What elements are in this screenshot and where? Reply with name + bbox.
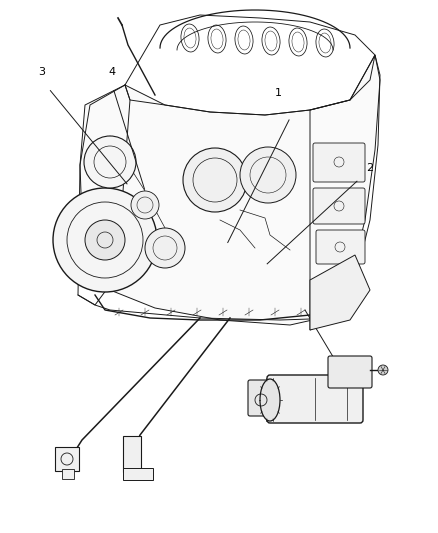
Circle shape <box>378 365 388 375</box>
FancyBboxPatch shape <box>328 356 372 388</box>
Text: 1: 1 <box>275 88 282 98</box>
Polygon shape <box>80 55 380 325</box>
Circle shape <box>240 147 296 203</box>
FancyBboxPatch shape <box>313 188 365 224</box>
FancyBboxPatch shape <box>123 436 141 472</box>
Circle shape <box>53 188 157 292</box>
Circle shape <box>85 220 125 260</box>
FancyBboxPatch shape <box>62 469 74 479</box>
Circle shape <box>183 148 247 212</box>
Text: 4: 4 <box>108 67 115 77</box>
Polygon shape <box>310 255 370 330</box>
FancyBboxPatch shape <box>313 143 365 182</box>
FancyBboxPatch shape <box>55 447 79 471</box>
Circle shape <box>145 228 185 268</box>
Text: 2: 2 <box>367 163 374 173</box>
FancyBboxPatch shape <box>316 230 365 264</box>
FancyBboxPatch shape <box>123 468 153 480</box>
FancyBboxPatch shape <box>267 375 363 423</box>
Circle shape <box>84 136 136 188</box>
Circle shape <box>131 191 159 219</box>
Text: 3: 3 <box>38 67 45 77</box>
FancyBboxPatch shape <box>248 380 274 416</box>
Ellipse shape <box>260 379 280 421</box>
